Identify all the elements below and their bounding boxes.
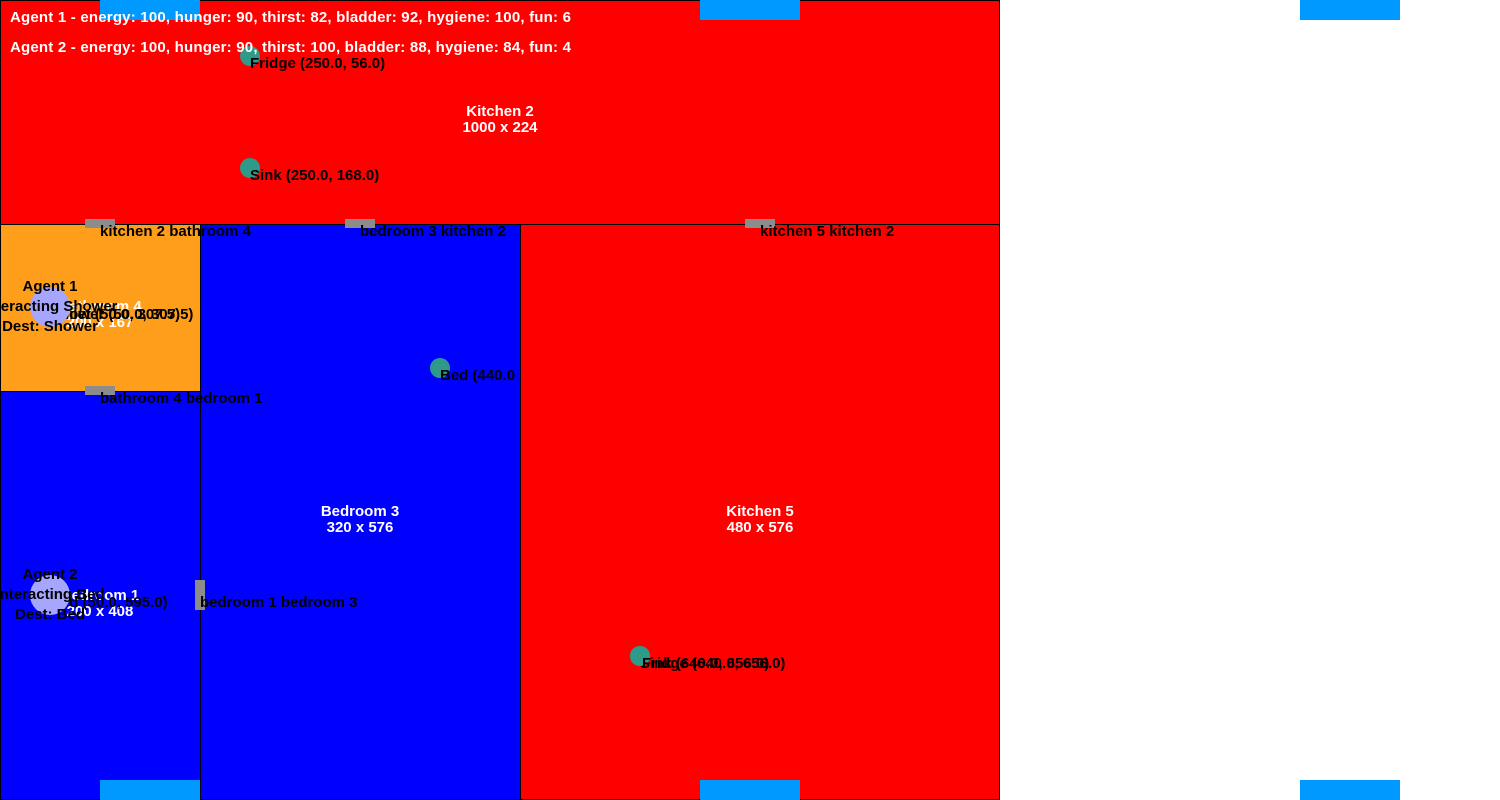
window-marker [1300, 0, 1400, 20]
agent-2-status: Agent 2 - energy: 100, hunger: 90, thirs… [10, 39, 572, 56]
room-label-kitchen-2: Kitchen 2 1000 x 224 [400, 104, 600, 136]
agent-destination: Dest: Shower [2, 318, 98, 335]
window-marker [100, 0, 200, 20]
object-label: Fridge (640.0, 656.0) [642, 655, 786, 672]
sink-icon[interactable] [240, 158, 260, 178]
fridge-icon[interactable] [630, 646, 650, 666]
room-size: 200 x 167 [66, 314, 134, 331]
room-kitchen-5 [520, 224, 1000, 800]
object-label: Shower (50.0, 307.5) [50, 306, 194, 323]
room-size: 1000 x 224 [462, 119, 538, 136]
room-name: Bedroom 3 [320, 503, 400, 520]
room-size: 480 x 576 [726, 519, 794, 536]
room-name: Bedroom 1 [60, 587, 140, 604]
door-label: kitchen 5 kitchen 2 [760, 223, 895, 240]
door-bedroom-1-bedroom-3[interactable] [195, 580, 205, 610]
object-label: Toilet (50.0, 307.5) [52, 306, 181, 323]
object-label: Bed (440.0 [440, 367, 516, 384]
room-label-bedroom-1: Bedroom 1 200 x 408 [0, 588, 200, 620]
object-label: Sink (250.0, 168.0) [250, 167, 380, 184]
object-label: Bed (50.0, 595.0) [50, 594, 168, 611]
window-marker [100, 780, 200, 800]
agent-state: Interacting Shower [0, 298, 118, 315]
room-name: Kitchen 2 [466, 103, 534, 120]
room-label-kitchen-5: Kitchen 5 480 x 576 [660, 504, 860, 536]
agent-1-info: Agent 1 Interacting Shower Dest: Shower [0, 277, 130, 337]
door-label: bathroom 4 bedroom 1 [100, 390, 263, 407]
door-label: bedroom 1 bedroom 3 [200, 594, 358, 611]
room-kitchen-2 [0, 0, 1000, 225]
agent-2-avatar[interactable] [30, 575, 70, 615]
door-label: bedroom 3 kitchen 2 [360, 223, 506, 240]
agent-1-status: Agent 1 - energy: 100, hunger: 90, thirs… [10, 9, 572, 26]
room-name: Kitchen 5 [726, 503, 794, 520]
fridge-icon[interactable] [240, 46, 260, 66]
door-bedroom-3-kitchen-2[interactable] [345, 219, 375, 228]
door-bathroom-4-bedroom-1[interactable] [85, 386, 115, 395]
object-label: Fridge (250.0, 56.0) [250, 55, 386, 72]
door-label: kitchen 2 bathroom 4 [100, 223, 251, 240]
room-label-bathroom-4: Bathroom 4 200 x 167 [0, 299, 200, 331]
agent-state: Interacting Bed [0, 586, 105, 603]
door-kitchen-5-kitchen-2[interactable] [745, 219, 775, 228]
agent-2-info: Agent 2 Interacting Bed Dest: Bed [0, 565, 130, 625]
agent-name: Agent 2 [22, 566, 78, 583]
door-kitchen-2-bathroom-4[interactable] [85, 219, 115, 228]
window-marker [1300, 780, 1400, 800]
object-label: Sink (640.0, 656.0) [640, 655, 770, 672]
bed-icon[interactable] [430, 358, 450, 378]
room-name: Bathroom 4 [58, 298, 142, 315]
room-size: 200 x 408 [66, 603, 134, 620]
room-label-bedroom-3: Bedroom 3 320 x 576 [260, 504, 460, 536]
room-size: 320 x 576 [326, 519, 394, 536]
window-marker [700, 780, 800, 800]
agent-destination: Dest: Bed [14, 606, 85, 623]
agent-name: Agent 1 [22, 278, 78, 295]
agent-1-avatar[interactable] [30, 287, 70, 327]
window-marker [700, 0, 800, 20]
